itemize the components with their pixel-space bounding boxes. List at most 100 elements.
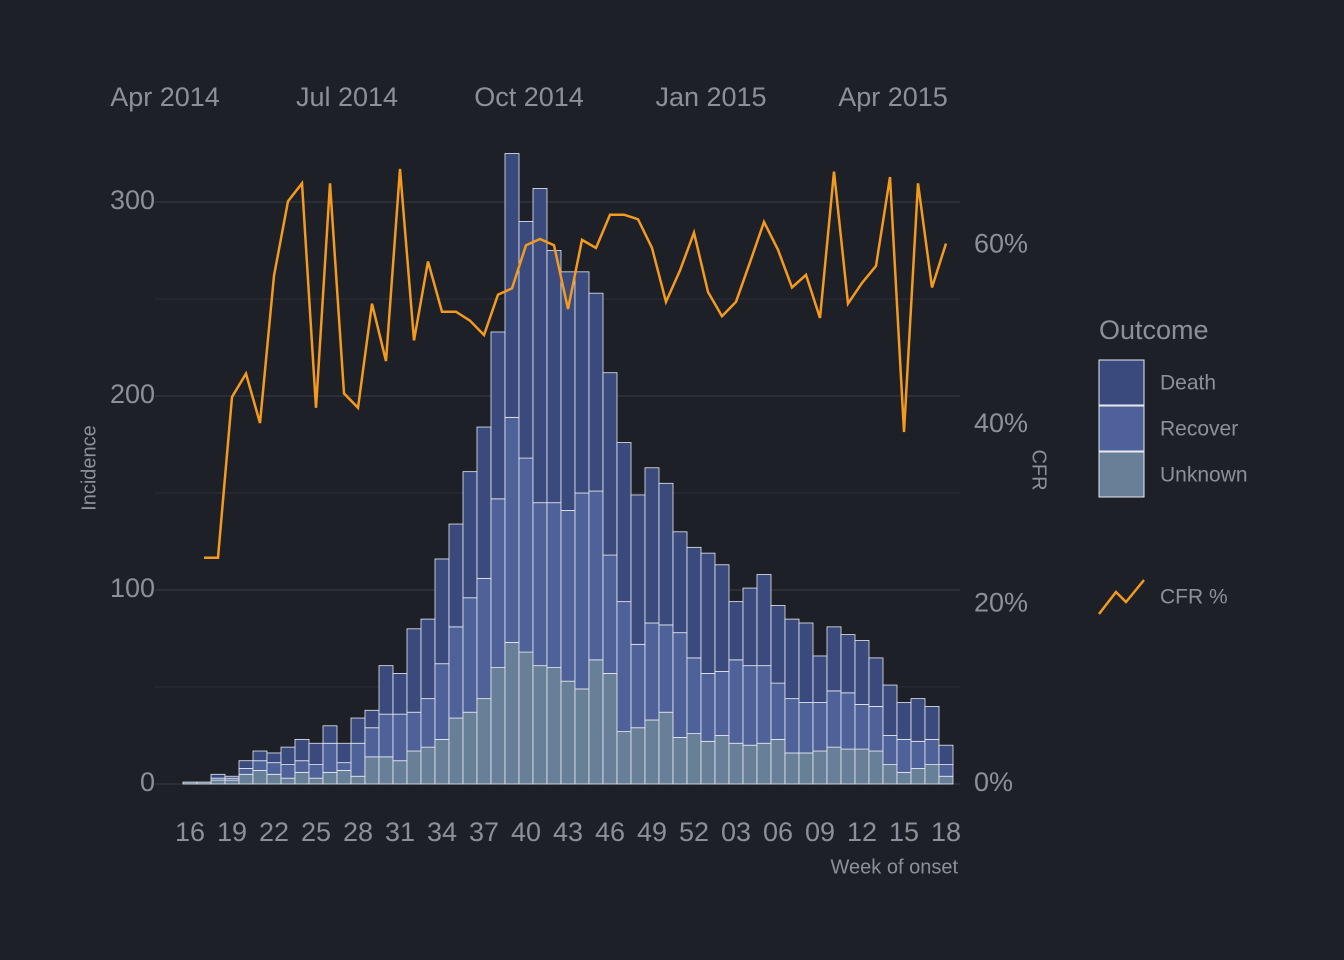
x-tick-label: 19 <box>217 817 247 847</box>
bar-segment <box>812 750 828 785</box>
bar-segment <box>308 764 324 779</box>
bar-segment <box>490 667 506 785</box>
bar-segment <box>350 775 366 785</box>
bar-segment <box>588 490 604 661</box>
x-tick-label: 46 <box>595 817 625 847</box>
bar-segment <box>294 738 310 762</box>
x-tick-label: 40 <box>511 817 541 847</box>
bar-segment <box>476 698 492 785</box>
bar-segment <box>364 709 380 729</box>
bar-segment <box>392 713 408 762</box>
bar-segment <box>742 665 758 746</box>
bar-segment <box>798 702 814 754</box>
bar-segment <box>938 775 954 785</box>
bar-segment <box>294 771 310 785</box>
bar-segment <box>910 768 926 785</box>
bar-segment <box>770 605 786 684</box>
bar-segment <box>266 773 282 785</box>
bar-segment <box>518 457 534 653</box>
y-tick-label: 300 <box>110 185 155 215</box>
bar-segment <box>406 628 422 713</box>
bar-segment <box>896 738 912 773</box>
cfr-line <box>204 168 948 559</box>
bar-segment <box>504 641 520 785</box>
bar-segment <box>770 682 786 740</box>
bar-segment <box>322 725 338 744</box>
bar-segment <box>714 671 730 736</box>
bar-segment <box>616 442 632 603</box>
bar-segment <box>882 735 898 766</box>
bar-segment <box>630 494 646 645</box>
bar-segment <box>854 748 870 785</box>
bar-segment <box>728 659 744 744</box>
bar-segment <box>238 768 254 775</box>
bar-segment <box>602 673 618 785</box>
bar-segment <box>280 777 296 785</box>
x-tick-label: 31 <box>385 817 415 847</box>
bar-segment <box>546 502 562 669</box>
bar-segment <box>378 665 394 715</box>
y2-tick-label: 40% <box>974 408 1028 438</box>
x-tick-label: 06 <box>763 817 793 847</box>
x-tick-label: 16 <box>175 817 205 847</box>
bar-segment <box>700 740 716 785</box>
bar-segment <box>546 667 562 785</box>
bar-segment <box>756 742 772 785</box>
bar-segment <box>434 558 450 665</box>
bar-segment <box>406 711 422 752</box>
bar-segment <box>840 634 856 694</box>
bar-segment <box>574 492 590 690</box>
bar-segment <box>210 773 226 779</box>
bar-segment <box>742 587 758 667</box>
top-axis-label: Jan 2015 <box>655 82 766 112</box>
bar-segment <box>938 764 954 777</box>
bar-segment <box>700 552 716 674</box>
bar-segment <box>910 698 926 742</box>
x-tick-label: 22 <box>259 817 289 847</box>
bar-segment <box>532 188 548 504</box>
y2-tick-label: 0% <box>974 767 1013 797</box>
bar-segment <box>672 531 688 634</box>
x-tick-label: 37 <box>469 817 499 847</box>
bar-segment <box>532 665 548 785</box>
bar-segment <box>924 706 940 740</box>
bar-segment <box>182 781 198 785</box>
bar-segment <box>868 657 884 707</box>
legend-label: Death <box>1160 372 1216 395</box>
x-tick-label: 12 <box>847 817 877 847</box>
x-tick-label: 09 <box>805 817 835 847</box>
x-tick-label: 49 <box>637 817 667 847</box>
bar-segment <box>644 467 660 624</box>
bar-segment <box>448 717 464 785</box>
top-axis-label: Jul 2014 <box>296 82 398 112</box>
bar-segment <box>504 416 520 643</box>
bar-segment <box>714 735 730 785</box>
legend-label: Recover <box>1160 418 1238 441</box>
bar-segment <box>588 659 604 785</box>
bar-segment <box>546 250 562 504</box>
bar-segment <box>658 482 674 626</box>
bar-segment <box>826 690 842 748</box>
bar-segment <box>560 680 576 785</box>
y-axis-title: Incidence <box>78 425 100 511</box>
bar-segment <box>238 760 254 769</box>
legend-label: Unknown <box>1160 464 1248 487</box>
bar-segment <box>238 773 254 785</box>
bar-segment <box>924 764 940 785</box>
bar-segment <box>714 564 730 672</box>
bar-segment <box>252 770 268 785</box>
bar-segment <box>406 750 422 785</box>
bar-segment <box>462 711 478 785</box>
y2-tick-label: 60% <box>974 228 1028 258</box>
x-tick-label: 03 <box>721 817 751 847</box>
bar-segment <box>322 771 338 785</box>
bar-segment <box>770 738 786 785</box>
bar-segment <box>518 651 534 785</box>
bar-segment <box>490 498 506 669</box>
bar-segment <box>672 737 688 785</box>
top-axis-label: Apr 2014 <box>110 82 220 112</box>
bar-segment <box>602 372 618 556</box>
bar-segment <box>840 692 856 750</box>
bar-segment <box>224 779 240 785</box>
